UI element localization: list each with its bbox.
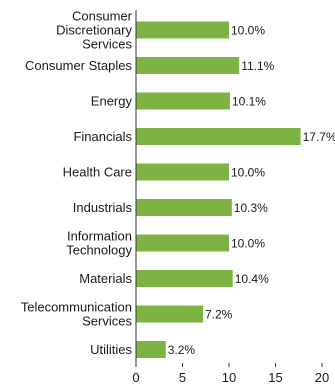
bars-layer (136, 21, 301, 358)
data-label: 10.3% (234, 201, 268, 215)
data-label: 3.2% (168, 343, 196, 357)
data-label: 7.2% (205, 308, 233, 322)
data-label: 10.0% (231, 237, 265, 251)
x-tick-label: 15 (268, 370, 282, 385)
x-tick-label: 10 (222, 370, 236, 385)
bar (136, 305, 203, 323)
category-label: Industrials (73, 200, 133, 215)
bar (136, 92, 230, 110)
category-label: Health Care (63, 165, 132, 180)
category-label: Energy (91, 94, 133, 109)
data-label: 17.7% (303, 130, 335, 144)
x-tick-label: 0 (132, 370, 139, 385)
bar (136, 199, 232, 216)
data-label: 10.4% (235, 272, 269, 286)
bar (136, 21, 229, 39)
category-labels-layer: Consumer Discretionary Services Consumer St… (21, 9, 133, 358)
bar (136, 341, 166, 358)
category-label: Materials (79, 271, 132, 286)
category-label: Financials (73, 129, 132, 144)
bar (136, 270, 233, 287)
category-label: Consumer Discretionary Services (56, 9, 133, 52)
data-label: 10.1% (232, 95, 266, 109)
bar (136, 163, 229, 181)
category-label: Consumer Staples (25, 58, 132, 73)
x-tick-label: 5 (179, 370, 186, 385)
value-labels-layer: 10.0% 11.1% 10.1% 17.7% 10.0% 10.3% 10.0% 10.4%… (168, 24, 335, 358)
data-label: 10.0% (231, 166, 265, 180)
bar (136, 128, 301, 145)
bar (136, 57, 240, 74)
category-label: Telecommunication Services (21, 300, 133, 329)
category-label: Information Technology (66, 229, 132, 258)
bar (136, 234, 229, 252)
data-label: 10.0% (231, 24, 265, 38)
x-tick-label: 20 (315, 370, 329, 385)
data-label: 11.1% (241, 59, 274, 73)
axes-layer: 0 5 10 15 20 (132, 10, 329, 385)
category-label: Utilities (90, 342, 132, 357)
